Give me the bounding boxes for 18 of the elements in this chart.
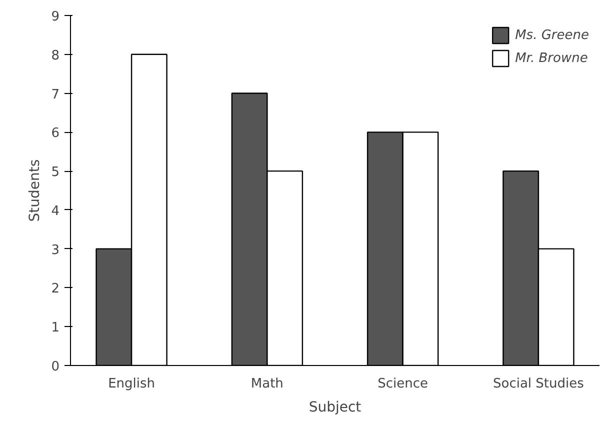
y-tick-label: 3: [51, 242, 60, 258]
y-tick-label: 4: [51, 204, 60, 219]
y-tick-label: 5: [51, 165, 60, 180]
y-tick-label: 2: [51, 282, 60, 297]
x-tick-label: Math: [250, 376, 284, 392]
x-tick-label: Science: [378, 376, 428, 392]
x-axis-title: Subject: [308, 400, 362, 416]
y-tick-label: 9: [51, 10, 60, 24]
y-axis-title: Students: [27, 159, 44, 222]
legend-label: Ms. Greene: [515, 28, 589, 42]
y-tick-label: 6: [51, 126, 60, 142]
legend-label: Mr. Browne: [515, 50, 588, 66]
x-tick-label: English: [108, 376, 156, 392]
y-tick-label: 1: [51, 320, 60, 336]
y-tick-label: 0: [51, 360, 60, 374]
x-tick-label: Social Studies: [493, 376, 584, 392]
y-tick-label: 8: [51, 48, 60, 64]
y-tick-label: 7: [51, 87, 60, 102]
